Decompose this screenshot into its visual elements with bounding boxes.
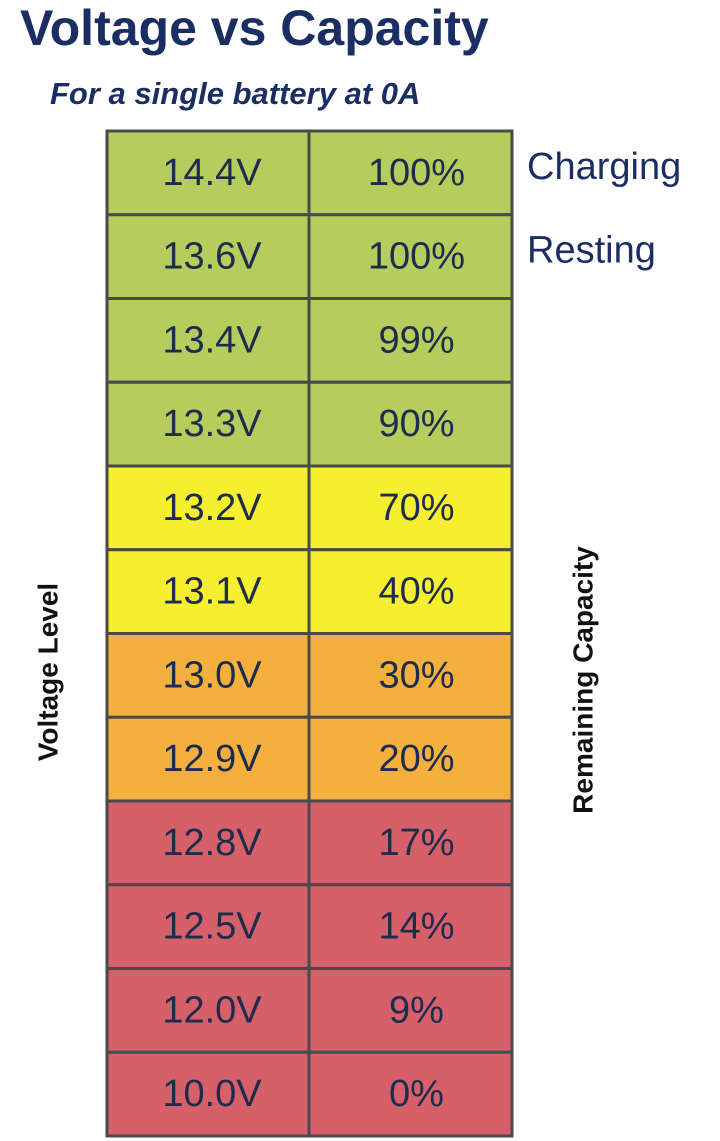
capacity-cell xyxy=(307,548,514,635)
capacity-text: 17% xyxy=(378,822,454,864)
voltage-text: 12.0V xyxy=(162,989,262,1031)
voltage-text: 12.9V xyxy=(162,738,262,780)
capacity-cell xyxy=(307,799,514,887)
capacity-cell xyxy=(307,1050,514,1138)
capacity-text: 20% xyxy=(378,738,454,780)
capacity-cell xyxy=(307,129,514,217)
capacity-cell xyxy=(307,380,514,468)
voltage-cell xyxy=(105,799,311,887)
voltage-text: 12.8V xyxy=(162,822,262,864)
capacity-text: 100% xyxy=(368,236,465,278)
title: Voltage vs Capacity xyxy=(20,0,489,56)
capacity-text: 100% xyxy=(368,152,465,194)
capacity-cell xyxy=(307,967,514,1054)
capacity-text: 30% xyxy=(378,654,454,696)
right-axis-label: Remaining Capacity xyxy=(567,546,598,814)
capacity-cell xyxy=(307,464,514,552)
capacity-text: 99% xyxy=(378,319,454,361)
capacity-text: 70% xyxy=(378,487,454,529)
capacity-cell xyxy=(307,213,514,300)
voltage-cell xyxy=(105,1050,311,1138)
subtitle: For a single battery at 0A xyxy=(50,76,420,111)
capacity-cell xyxy=(307,632,514,719)
capacity-text: 0% xyxy=(389,1073,444,1115)
capacity-cell xyxy=(307,883,514,970)
voltage-text: 13.0V xyxy=(162,654,262,696)
voltage-cell xyxy=(105,883,311,970)
capacity-text: 40% xyxy=(378,571,454,613)
capacity-cell xyxy=(307,297,514,384)
voltage-cell xyxy=(105,967,311,1054)
row-note: Charging xyxy=(527,146,681,188)
voltage-text: 13.3V xyxy=(162,403,262,445)
voltage-text: 10.0V xyxy=(162,1073,262,1115)
voltage-cell xyxy=(105,129,311,217)
capacity-text: 9% xyxy=(389,989,444,1031)
voltage-text: 14.4V xyxy=(162,152,262,194)
voltage-text: 12.5V xyxy=(162,906,262,948)
capacity-text: 90% xyxy=(378,403,454,445)
voltage-text: 13.4V xyxy=(162,319,262,361)
voltage-text: 13.6V xyxy=(162,236,262,278)
voltage-text: 13.2V xyxy=(162,487,262,529)
capacity-text: 14% xyxy=(378,906,454,948)
capacity-cell xyxy=(307,715,514,803)
voltage-text: 13.1V xyxy=(162,571,262,613)
left-axis-label: Voltage Level xyxy=(32,583,63,761)
row-note: Resting xyxy=(527,230,656,272)
